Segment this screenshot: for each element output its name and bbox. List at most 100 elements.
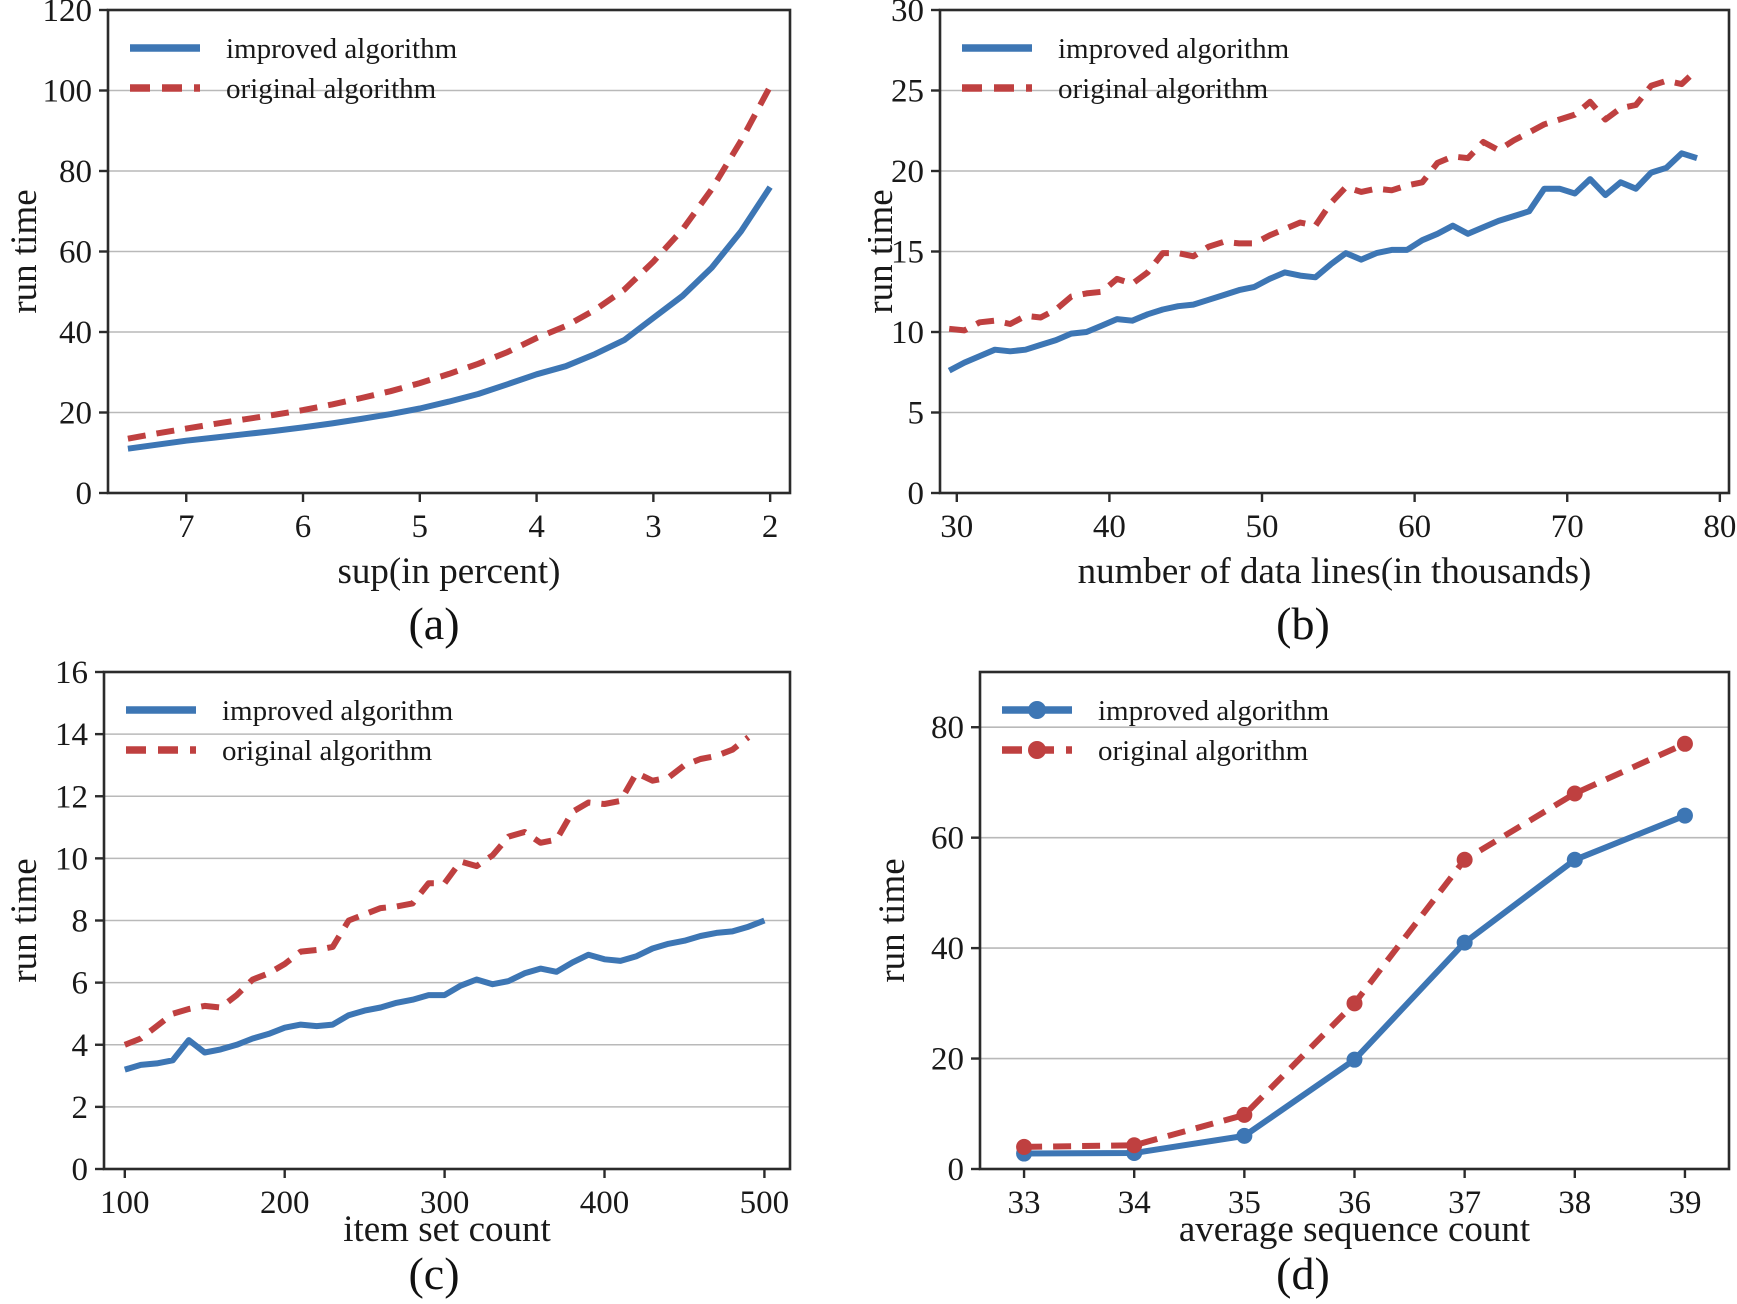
legend-label: improved algorithm (1058, 33, 1290, 65)
x-tick-label: 300 (420, 1185, 470, 1221)
panel-caption-c: (c) (408, 1248, 460, 1299)
x-tick-label: 2 (762, 509, 779, 545)
x-axis-label: average sequence count (1179, 1209, 1531, 1250)
y-tick-label: 60 (931, 821, 964, 857)
x-tick-label: 400 (580, 1185, 630, 1221)
y-tick-label: 0 (948, 1152, 965, 1188)
improved-series-line (127, 185, 773, 452)
chart-panel-c: 100 200 300 400 500 0 2 4 6 8 10 12 14 16 item set cou… (4, 655, 792, 1250)
x-tick-label: 70 (1551, 509, 1584, 545)
y-axis-label: run time (4, 858, 45, 982)
panel-caption-d: (d) (1276, 1248, 1330, 1299)
x-tick-label: 4 (528, 509, 545, 545)
x-tick-label: 36 (1338, 1185, 1371, 1221)
data-point-marker (1236, 1127, 1253, 1144)
y-tick-label: 120 (43, 0, 93, 29)
y-axis-label: run time (4, 189, 45, 313)
x-tick-label: 34 (1118, 1185, 1151, 1221)
chart-panel-b: 30 40 50 60 70 80 0 5 10 15 20 25 30 number of data l… (868, 0, 1736, 592)
improved-series-line (947, 150, 1698, 374)
x-tick-label: 39 (1668, 1185, 1701, 1221)
y-tick-label: 8 (72, 904, 89, 940)
y-tick-label: 20 (931, 1042, 964, 1078)
legend-label: improved algorithm (1098, 695, 1330, 727)
x-tick-label: 500 (740, 1185, 790, 1221)
data-point-marker (1566, 785, 1583, 802)
x-tick-label: 100 (100, 1185, 150, 1221)
data-point-marker (1566, 851, 1583, 868)
y-tick-label: 100 (43, 74, 93, 110)
data-point-marker (1456, 934, 1473, 951)
legend-label: improved algorithm (222, 695, 454, 727)
y-tick-label: 80 (59, 154, 92, 190)
y-tick-label: 10 (891, 315, 924, 351)
plot-border (978, 670, 1731, 1171)
legend-swatch-marker (1028, 741, 1046, 759)
y-tick-label: 0 (76, 476, 93, 512)
legend-swatch-marker (1028, 701, 1046, 719)
y-tick-label: 0 (72, 1152, 89, 1188)
legend-label: improved algorithm (226, 33, 458, 65)
original-series-line (127, 85, 773, 442)
improved-series-line (1024, 812, 1687, 1157)
x-tick-label: 30 (940, 509, 973, 545)
x-tick-label: 3 (645, 509, 662, 545)
x-tick-label: 80 (1703, 509, 1736, 545)
y-tick-label: 30 (891, 0, 924, 29)
y-tick-label: 6 (72, 966, 89, 1002)
y-tick-label: 16 (55, 655, 88, 691)
y-tick-label: 25 (891, 74, 924, 110)
data-point-marker (1346, 995, 1363, 1012)
original-series-line (948, 67, 1700, 334)
y-tick-label: 12 (55, 779, 88, 815)
x-tick-label: 60 (1398, 509, 1431, 545)
x-axis-label: number of data lines(in thousands) (1078, 551, 1592, 592)
legend-label: original algorithm (1098, 735, 1309, 767)
panel-caption-a: (a) (408, 598, 460, 649)
legend-label: original algorithm (226, 73, 437, 105)
x-tick-label: 200 (260, 1185, 310, 1221)
data-point-marker (1676, 735, 1693, 752)
y-tick-label: 2 (72, 1090, 89, 1126)
x-tick-label: 37 (1448, 1185, 1481, 1221)
data-point-marker (1456, 851, 1473, 868)
x-tick-label: 7 (178, 509, 195, 545)
legend-label: original algorithm (1058, 73, 1269, 105)
y-tick-label: 10 (55, 841, 88, 877)
improved-series-line (123, 917, 766, 1073)
x-axis-label: sup(in percent) (338, 551, 561, 592)
x-tick-label: 6 (295, 509, 312, 545)
data-point-marker (1236, 1106, 1253, 1123)
x-tick-label: 38 (1558, 1185, 1591, 1221)
y-tick-label: 40 (59, 315, 92, 351)
y-tick-label: 14 (55, 717, 88, 753)
data-point-marker (1126, 1137, 1143, 1154)
original-series-line (123, 734, 751, 1048)
y-tick-label: 80 (931, 710, 964, 746)
y-axis-label: run time (868, 189, 901, 313)
y-tick-label: 40 (931, 931, 964, 967)
original-series-line (1024, 741, 1687, 1150)
x-axis-label: item set count (343, 1209, 551, 1250)
x-tick-label: 33 (1008, 1185, 1041, 1221)
y-tick-label: 4 (72, 1028, 89, 1064)
y-tick-label: 15 (891, 235, 924, 271)
y-tick-label: 5 (908, 396, 925, 432)
y-axis-label: run time (872, 858, 913, 982)
x-tick-label: 5 (412, 509, 429, 545)
legend-label: original algorithm (222, 735, 433, 767)
x-tick-label: 50 (1246, 509, 1279, 545)
y-tick-label: 20 (891, 154, 924, 190)
data-point-marker (1016, 1138, 1033, 1155)
x-tick-label: 35 (1228, 1185, 1261, 1221)
y-tick-label: 20 (59, 396, 92, 432)
data-point-marker (1676, 807, 1693, 824)
chart-panel-d: 33 34 35 36 37 38 39 0 20 40 60 80 average sequence … (872, 670, 1731, 1250)
y-tick-label: 0 (908, 476, 925, 512)
panel-caption-b: (b) (1276, 598, 1330, 649)
x-tick-label: 40 (1093, 509, 1126, 545)
y-tick-label: 60 (59, 235, 92, 271)
data-point-marker (1346, 1051, 1363, 1068)
